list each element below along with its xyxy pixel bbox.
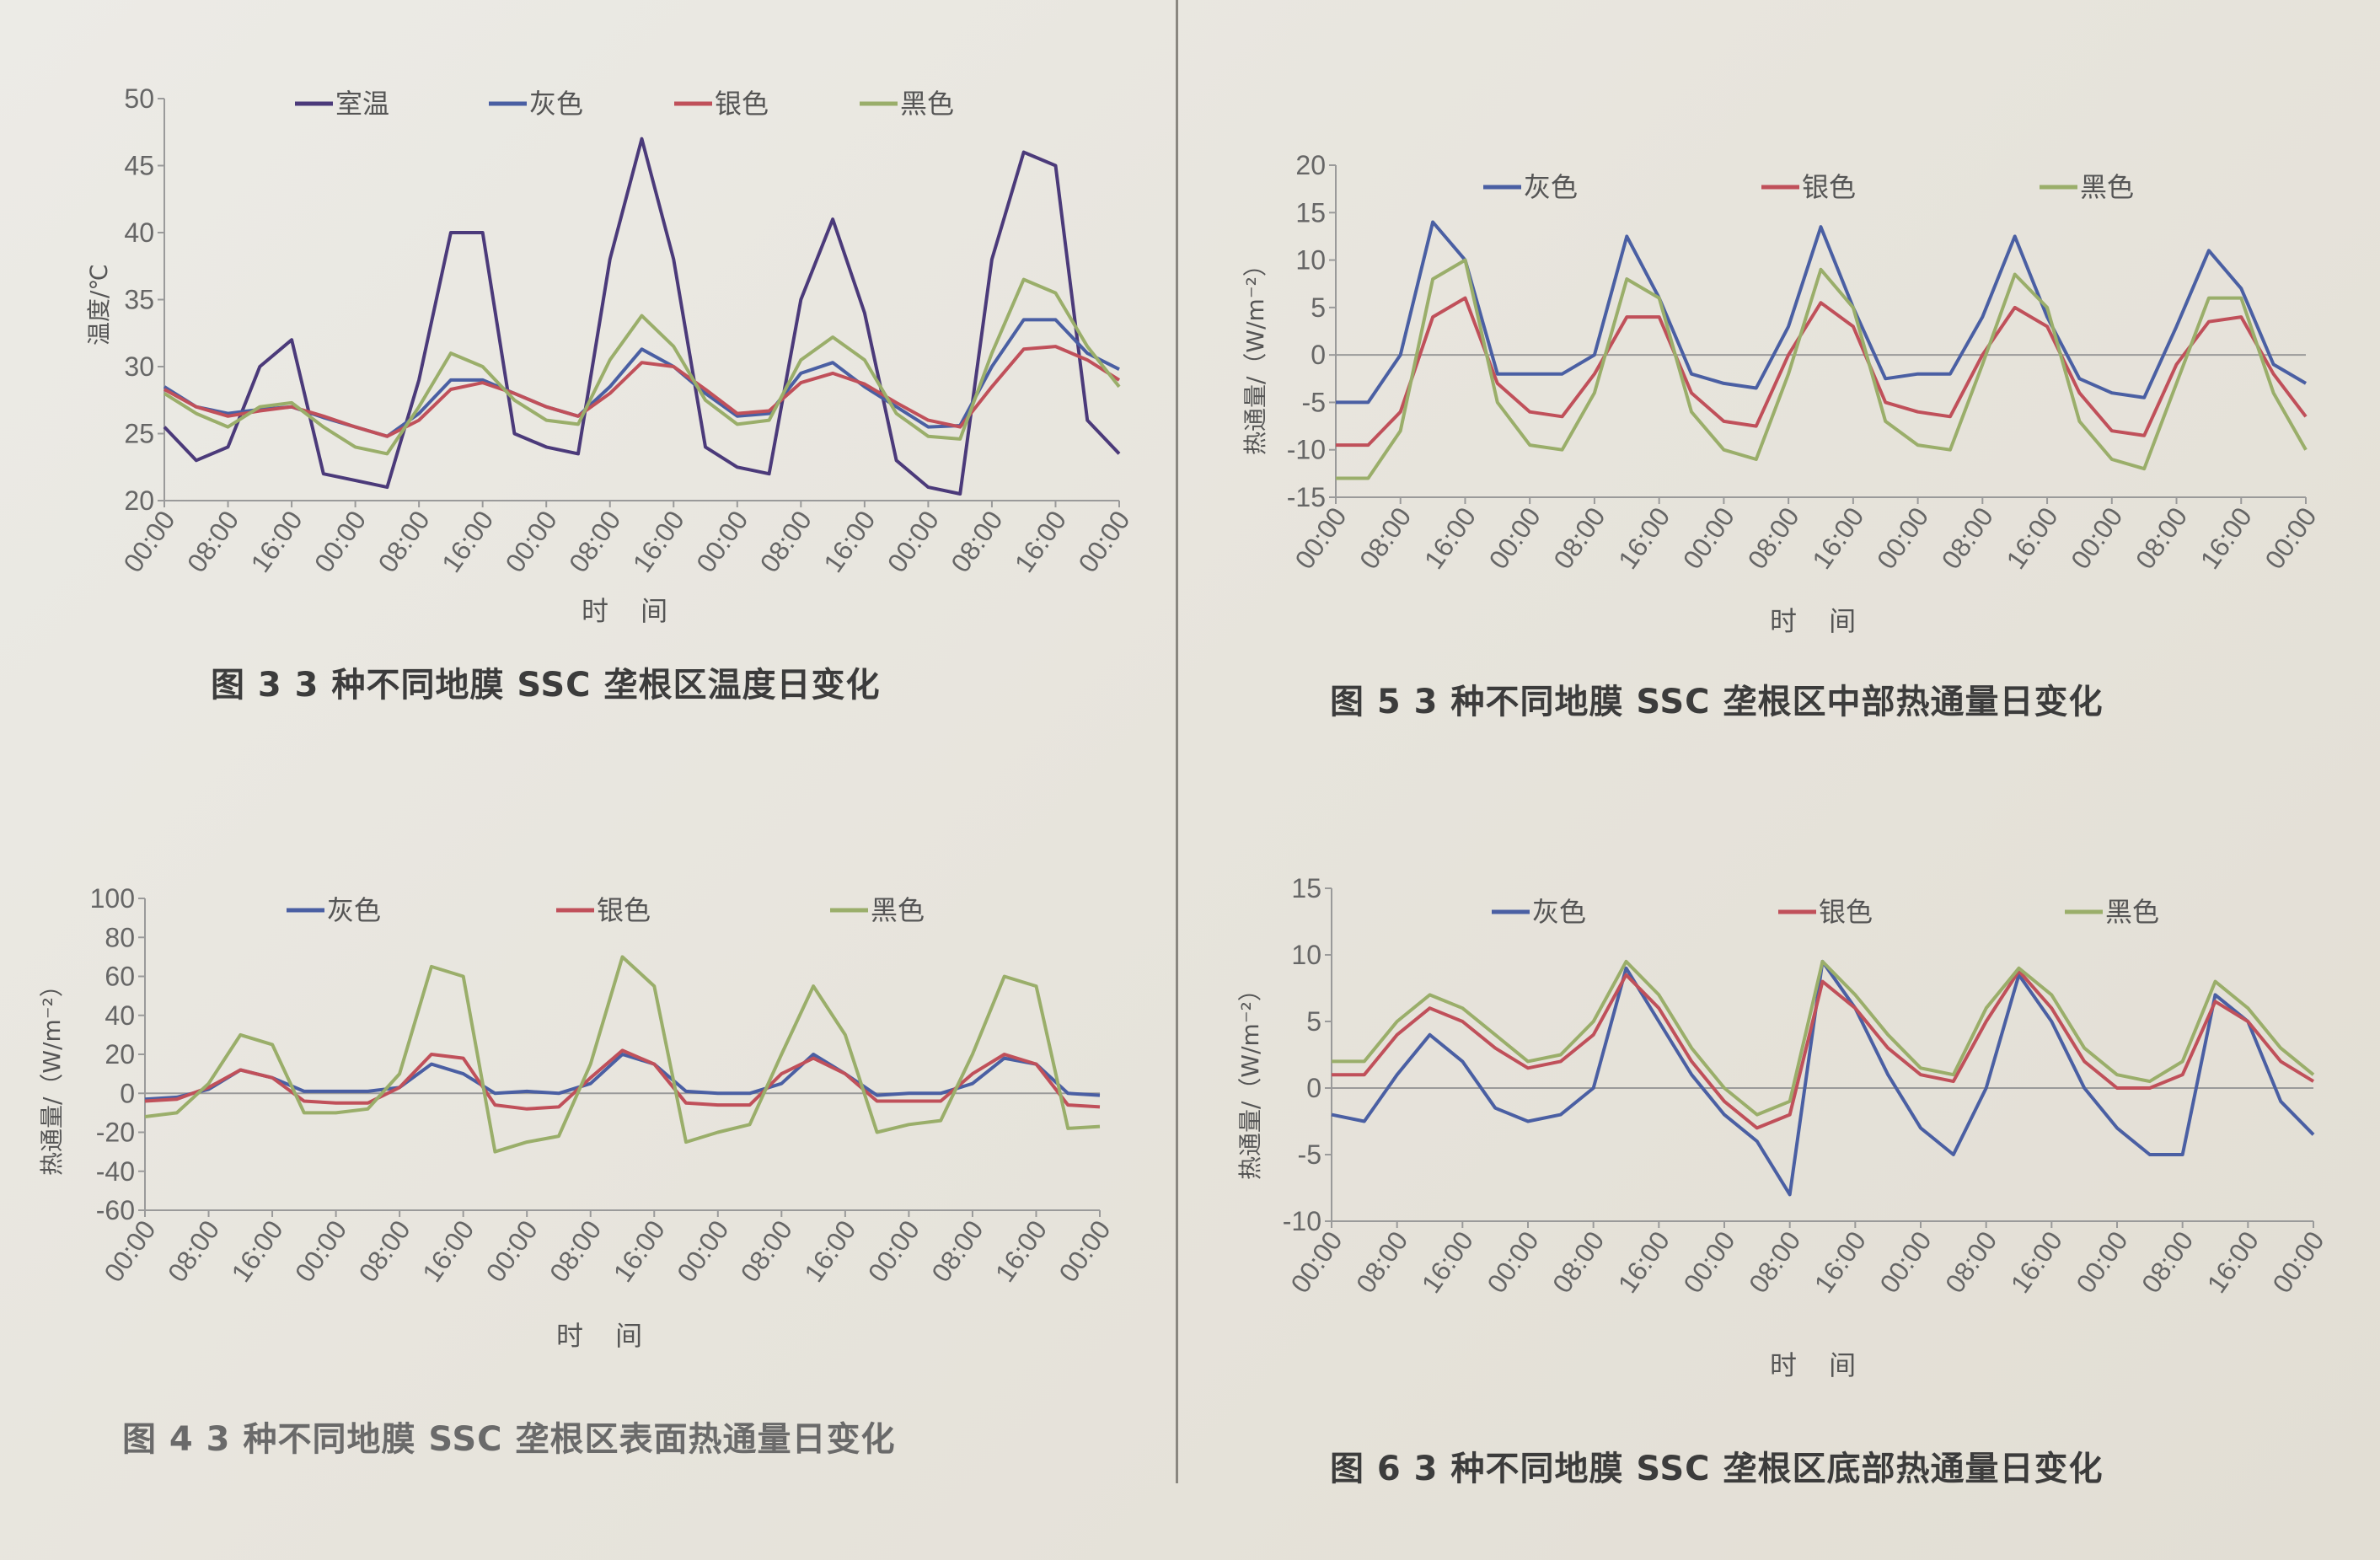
x-tick-label: 00:00 [1873,1225,1937,1298]
x-axis-label: 时 间 [1770,605,1868,637]
y-axis-label: 热通量/（W/m⁻²） [1236,978,1264,1180]
x-tick-label: 16:00 [2005,1225,2068,1298]
figure-caption: 图 3 3 种不同地膜 SSC 垄根区温度日变化 [211,666,881,705]
x-axis-label: 时 间 [582,595,680,627]
x-tick-label: 08:00 [1350,1225,1413,1298]
x-tick-label: 00:00 [1284,1225,1348,1298]
x-tick-label: 08:00 [2136,1225,2199,1298]
legend-label: 黑色 [2105,896,2159,928]
x-tick-label: 08:00 [1939,1225,2002,1298]
y-tick-label: 0 [1306,1073,1321,1103]
legend-label: 灰色 [1532,896,1586,928]
x-tick-label: 16:00 [1416,1225,1479,1298]
x-axis-label: 时 间 [1770,1349,1868,1381]
y-tick-label: -5 [1298,1139,1321,1170]
y-tick-label: 10 [1291,940,1321,970]
series-line-黑色 [1332,959,2315,1117]
x-tick-label: 16:00 [1809,1225,1872,1298]
x-tick-label: 08:00 [1546,1225,1610,1298]
column-divider [1176,0,1178,1483]
x-tick-label: 16:00 [2201,1225,2265,1298]
figure-caption: 图 4 3 种不同地膜 SSC 垄根区表面热通量日变化 [122,1420,896,1459]
x-tick-label: 00:00 [2070,1225,2133,1298]
legend-label: 银色 [1819,896,1873,928]
x-tick-label: 00:00 [1677,1225,1740,1298]
x-tick-label: 00:00 [2266,1225,2329,1298]
x-tick-label: 16:00 [1612,1225,1675,1298]
y-tick-label: 5 [1306,1006,1321,1037]
x-tick-label: 08:00 [1743,1225,1806,1298]
y-tick-label: -10 [1283,1206,1321,1236]
figure-caption: 图 5 3 种不同地膜 SSC 垄根区中部热通量日变化 [1330,683,2104,721]
y-tick-label: 15 [1291,873,1321,903]
series-line-灰色 [1331,959,2315,1197]
x-tick-label: 00:00 [1481,1225,1544,1298]
x-axis-label: 时 间 [556,1320,655,1352]
series-line-银色 [1332,969,2315,1130]
figure-caption: 图 6 3 种不同地膜 SSC 垄根区底部热通量日变化 [1330,1450,2104,1488]
